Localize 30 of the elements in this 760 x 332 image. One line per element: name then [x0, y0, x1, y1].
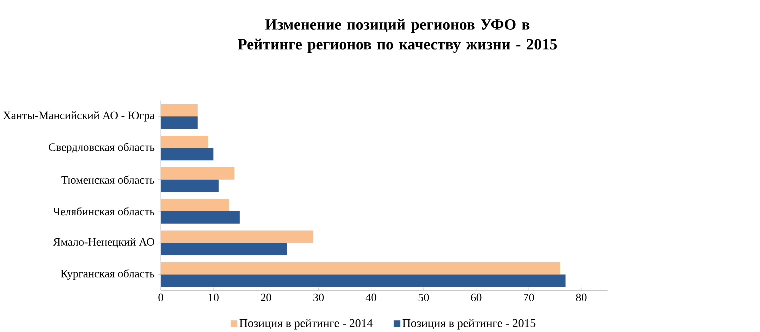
- bar: [161, 211, 240, 224]
- y-tick-label: Курганская область: [60, 269, 155, 280]
- x-tick-label: 60: [471, 294, 482, 302]
- x-tick-label: 40: [366, 294, 377, 302]
- chart-title: Изменение позиций регионов УФО в Рейтинге регионов по качеству жизни - 2015: [238, 18, 557, 53]
- x-tick-label: 20: [261, 294, 272, 302]
- x-tick-label: 80: [576, 294, 587, 302]
- bar: [161, 116, 198, 129]
- x-tick-label: 50: [418, 294, 430, 302]
- bar: [161, 180, 219, 192]
- y-tick-label: Тюменская область: [62, 176, 155, 184]
- legend-label: Позиция в рейтинге - 2014: [240, 318, 373, 330]
- bar: [161, 167, 235, 180]
- x-tick-label: 30: [314, 294, 324, 302]
- y-tick-label: Ямало-Ненецкий АО: [53, 238, 154, 248]
- bar: [161, 198, 230, 212]
- x-tick-label: 0: [158, 294, 164, 302]
- bar: [161, 148, 214, 160]
- legend-label: Позиция в рейтинге - 2015: [402, 318, 536, 330]
- y-tick-label: Свердловская область: [49, 142, 155, 154]
- bar: [161, 242, 288, 256]
- bar: [161, 104, 198, 116]
- x-tick-label: 70: [524, 294, 534, 302]
- bar: [161, 274, 566, 287]
- bar: [161, 262, 561, 275]
- bar: [161, 136, 208, 148]
- x-tick-label: 10: [208, 294, 219, 302]
- bar: [161, 230, 314, 243]
- y-tick-label: Челябинская область: [53, 207, 155, 216]
- y-tick-label: Ханты-Мансийский АО - Югра: [3, 111, 155, 122]
